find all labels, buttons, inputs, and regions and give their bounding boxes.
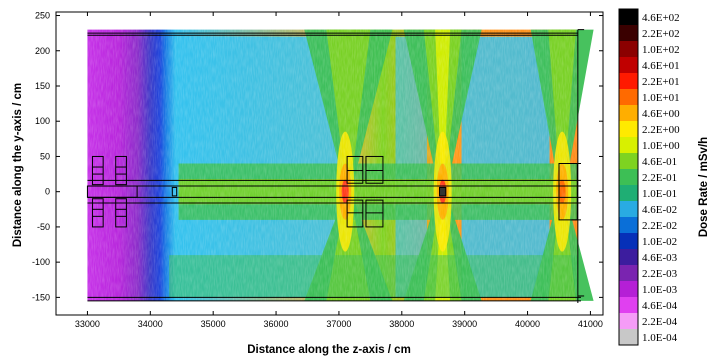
colorbar: 4.6E+02 2.2E+02 1.0E+02 4.6E+01 2.2E+01 1.0E+… [618,8,680,346]
dose-rate-field [87,29,594,301]
colorbar-swatch [619,153,638,169]
x-tick-label: 37000 [326,319,351,329]
colorbar-label: 1.0E-02 [642,236,677,248]
x-tick-label: 41000 [578,319,603,329]
colorbar-swatch [619,73,638,89]
magnet-coil [91,155,104,186]
x-tick-label: 40000 [515,319,540,329]
colorbar-swatch [619,137,638,153]
x-tick-label: 36000 [264,319,289,329]
quadrupole-coil [365,199,384,228]
colorbar-label: 2.2E+00 [642,124,680,136]
y-tick-label: -150 [32,292,50,302]
y-axis-title: Distance along the y-axis / cm [12,83,24,247]
colorbar-swatch [619,9,638,25]
beam-component [439,186,447,197]
colorbar-swatch [619,281,638,297]
colorbar-frame [618,8,639,346]
x-tick-label: 35000 [201,319,226,329]
colorbar-swatch [619,121,638,137]
beam-component [171,186,178,197]
y-tick-label: 100 [35,116,50,126]
colorbar-swatch [619,265,638,281]
colorbar-label: 4.6E-03 [642,252,678,264]
x-tick-label: 34000 [138,319,163,329]
plot-frame [55,11,604,316]
y-axis-ticks: 250 200 150 100 50 0 -50 -100 -150 [32,11,603,302]
colorbar-label: 2.2E+02 [642,28,680,40]
dose-field-speckle [87,29,578,301]
colorbar-title: Dose Rate / mSv/h [698,137,707,237]
y-tick-label: 200 [35,46,50,56]
colorbar-swatch [619,57,638,73]
colorbar-swatch [619,313,638,329]
colorbar-label: 2.2E+01 [642,76,680,88]
colorbar-label: 1.0E-04 [642,332,678,344]
colorbar-swatch [619,249,638,265]
y-tick-label: -50 [37,222,50,232]
colorbar-label: 1.0E-03 [642,284,678,296]
y-tick-label: -100 [32,257,50,267]
geometry-outlines [86,29,585,304]
y-tick-label: 250 [35,11,50,21]
quadrupole-coil [365,155,384,184]
colorbar-swatch [619,217,638,233]
colorbar-label: 1.0E+01 [642,92,680,104]
x-axis-title: Distance along the z-axis / cm [247,344,411,356]
colorbar-swatch [619,105,638,121]
x-tick-label: 33000 [75,319,100,329]
colorbar-swatch [619,41,638,57]
colorbar-label: 2.2E-01 [642,172,677,184]
magnet-coil [91,198,104,228]
colorbar-swatch [619,297,638,313]
colorbar-swatch [619,233,638,249]
magnet-yoke [86,185,138,198]
colorbar-label: 4.6E+00 [642,108,680,120]
colorbar-swatch [619,201,638,217]
colorbar-label: 4.6E+01 [642,60,680,72]
colorbar-label: 4.6E+02 [642,12,680,24]
colorbar-label: 4.6E-01 [642,156,677,168]
y-tick-label: 0 [45,187,50,197]
colorbar-label: 1.0E+02 [642,44,680,56]
magnet-coil [115,155,127,186]
x-tick-label: 39000 [452,319,477,329]
quadrupole-coil [346,199,364,228]
x-axis-ticks: 33000 34000 35000 36000 37000 38000 39000 40000… [75,12,603,329]
magnet-coil [115,198,127,228]
quadrupole-coil [346,155,364,184]
colorbar-label: 1.0E-01 [642,188,677,200]
colorbar-label: 2.2E-03 [642,268,678,280]
end-collimator [558,163,578,221]
colorbar-swatch [619,185,638,201]
colorbar-swatch [619,169,638,185]
colorbar-label: 4.6E-02 [642,204,677,216]
colorbar-label: 1.0E+00 [642,140,680,152]
colorbar-swatch [619,89,638,105]
y-tick-label: 150 [35,81,50,91]
colorbar-label: 2.2E-04 [642,316,678,328]
colorbar-swatch [619,25,638,41]
x-tick-label: 38000 [389,319,414,329]
colorbar-label: 4.6E-04 [642,300,678,312]
colorbar-label: 2.2E-02 [642,220,677,232]
colorbar-swatch [619,329,638,345]
y-tick-label: 50 [40,151,50,161]
plot-area [55,11,604,316]
